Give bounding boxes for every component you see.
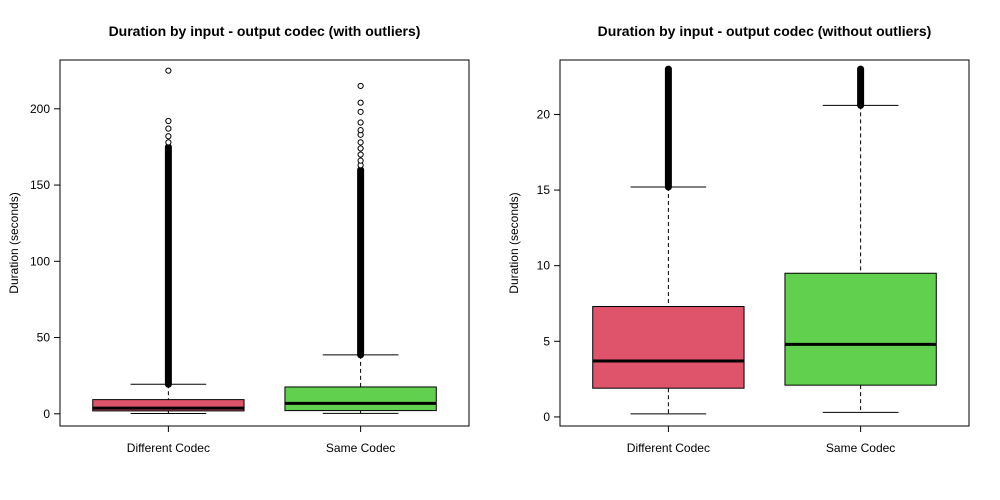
outlier-point: [357, 157, 364, 164]
y-tick-label: 150: [30, 178, 50, 192]
outlier-point: [165, 125, 172, 132]
plot-frame: [559, 59, 970, 427]
x-tick-label: Same Codec: [326, 441, 395, 455]
outlier-point: [165, 67, 172, 74]
iqr-box: [92, 399, 245, 412]
plot-frame: [59, 59, 470, 427]
box-different-codec: Different Codec: [592, 65, 745, 455]
outlier-point: [357, 82, 364, 90]
outlier-point: [357, 151, 364, 158]
outlier-point: [357, 119, 364, 126]
iqr-box: [784, 272, 937, 386]
chart-without-outliers: Duration by input - output codec (withou…: [507, 23, 970, 455]
y-tick-label: 200: [30, 102, 50, 116]
y-tick-label: 10: [537, 259, 551, 273]
y-tick-label: 100: [30, 254, 50, 268]
chart-with-outliers: Duration by input - output codec (with o…: [7, 23, 470, 455]
y-tick-label: 0: [543, 410, 550, 424]
y-axis-label: Duration (seconds): [507, 192, 521, 293]
x-tick-label: Same Codec: [826, 441, 895, 455]
chart-title: Duration by input - output codec (withou…: [598, 23, 932, 39]
y-tick-label: 50: [37, 331, 51, 345]
box-different-codec: Different Codec: [92, 67, 245, 455]
outlier-point: [357, 99, 364, 106]
iqr-box: [284, 386, 437, 412]
outlier-point: [165, 133, 172, 140]
iqr-box: [592, 306, 745, 389]
outlier-point: [357, 139, 364, 146]
outlier-point: [357, 127, 364, 134]
box-same-codec: Same Codec: [284, 82, 437, 455]
outlier-point: [165, 139, 172, 146]
y-tick-label: 15: [537, 183, 551, 197]
box-same-codec: Same Codec: [784, 65, 937, 455]
y-axis-label: Duration (seconds): [7, 192, 21, 293]
outlier-point: [357, 108, 364, 115]
x-tick-label: Different Codec: [127, 441, 210, 455]
outlier-point: [165, 117, 172, 125]
outlier-point: [357, 145, 364, 152]
y-tick-label: 5: [543, 334, 550, 348]
chart-title: Duration by input - output codec (with o…: [109, 23, 421, 39]
y-tick-label: 0: [43, 407, 50, 421]
x-tick-label: Different Codec: [627, 441, 710, 455]
y-tick-label: 20: [537, 107, 551, 121]
